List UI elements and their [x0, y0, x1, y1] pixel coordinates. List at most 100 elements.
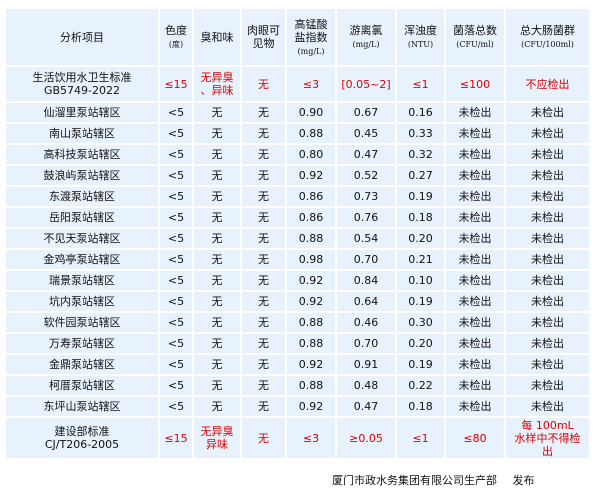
publish-label: 发布	[512, 474, 535, 487]
measurement-value: 0.16	[397, 103, 444, 122]
measurement-value: 未检出	[506, 166, 589, 185]
cell-line: 分析项目	[60, 30, 104, 44]
cell-line: 生活饮用水卫生标准	[32, 71, 132, 84]
cell-line: 盐指数	[294, 30, 328, 44]
measurement-value: <5	[160, 376, 192, 395]
standard-limit: 无	[242, 67, 285, 101]
measurement-value: 0.86	[287, 187, 335, 206]
measurement-value: 0.84	[337, 271, 395, 290]
measurement-value: 未检出	[506, 145, 589, 164]
measurement-value: 无	[194, 208, 240, 227]
cell-line: CJ/T206-2005	[44, 438, 120, 451]
measurement-value: 无	[242, 334, 285, 353]
measurement-value: 无	[242, 229, 285, 248]
measurement-value: 0.73	[337, 187, 395, 206]
measurement-value: 无	[242, 250, 285, 269]
measurement-value: 未检出	[506, 355, 589, 374]
measurement-value: 未检出	[446, 145, 504, 164]
cell-line: ≤1	[412, 77, 429, 91]
cell-line: 浑浊度	[404, 24, 437, 37]
national-standard-row: 生活饮用水卫生标准 GB5749-2022 ≤15 无异臭 、异味 无 ≤3 [0.05~2]…	[6, 67, 589, 101]
measurement-value: 无	[242, 166, 285, 185]
cell-line: 水样中不得检	[514, 431, 581, 445]
measurement-value: 0.18	[397, 208, 444, 227]
measurement-value: 未检出	[446, 103, 504, 122]
measurement-value: <5	[160, 355, 192, 374]
measurement-value: 无	[194, 292, 240, 311]
measurement-value: 无	[194, 397, 240, 416]
table-row: 瑞景泵站辖区 <5 无无 0.92 0.84 0.10 未检出 未检出	[6, 271, 589, 290]
measurement-value: 0.70	[337, 334, 395, 353]
measurement-value: <5	[160, 103, 192, 122]
table-row: 高科技泵站辖区 <5 无无 0.80 0.47 0.32 未检出 未检出	[6, 145, 589, 164]
measurement-value: 无	[194, 187, 240, 206]
station-name: 鼓浪屿泵站辖区	[6, 166, 158, 185]
measurement-value: 0.88	[287, 229, 335, 248]
standard-limit: ≤100	[446, 67, 504, 101]
cell-line: 无异臭	[200, 425, 234, 438]
cell-line: 不应检出	[525, 77, 570, 91]
measurement-value: 0.47	[337, 145, 395, 164]
measurement-value: 未检出	[446, 250, 504, 269]
measurement-value: 未检出	[506, 187, 589, 206]
measurement-value: 0.86	[287, 208, 335, 227]
cell-line: 每 100mL	[521, 418, 574, 432]
station-name: 不见天泵站辖区	[6, 229, 158, 248]
measurement-value: 未检出	[446, 124, 504, 143]
measurement-value: 未检出	[446, 271, 504, 290]
table-row: 坑内泵站辖区 <5 无无 0.92 0.64 0.19 未检出 未检出	[6, 292, 589, 311]
column-unit: (度)	[168, 40, 184, 49]
measurement-value: 0.80	[287, 145, 335, 164]
cell-line: ≤3	[302, 77, 320, 91]
table-row: 软件园泵站辖区 <5 无无 0.88 0.46 0.30 未检出 未检出	[6, 313, 589, 332]
cell-line: 臭和味	[200, 30, 234, 44]
table-row: 柯厝泵站辖区 <5 无无 0.88 0.48 0.22 未检出 未检出	[6, 376, 589, 395]
column-header: 总大肠菌群 (CFU/100ml)	[506, 9, 589, 65]
measurement-value: <5	[160, 124, 192, 143]
measurement-value: 未检出	[446, 208, 504, 227]
measurement-value: 0.19	[397, 355, 444, 374]
measurement-value: <5	[160, 313, 192, 332]
table-row: 不见天泵站辖区 <5 无无 0.88 0.54 0.20 未检出 未检出	[6, 229, 589, 248]
measurement-value: 0.98	[287, 250, 335, 269]
measurement-value: 0.20	[397, 229, 444, 248]
measurement-value: 0.92	[287, 271, 335, 290]
measurement-value: 0.27	[397, 166, 444, 185]
measurement-value: <5	[160, 187, 192, 206]
station-name: 东坪山泵站辖区	[6, 397, 158, 416]
measurement-value: 未检出	[506, 229, 589, 248]
measurement-value: 0.47	[337, 397, 395, 416]
cell-line: 高锰酸	[294, 17, 328, 31]
measurement-value: 0.88	[287, 334, 335, 353]
column-unit: (NTU)	[407, 40, 434, 49]
standard-name: 建设部标准 CJ/T206-2005	[6, 418, 158, 458]
table-row: 东坪山泵站辖区 <5 无无 0.92 0.47 0.18 未检出 未检出	[6, 397, 589, 416]
measurement-value: 未检出	[506, 313, 589, 332]
measurement-value: 无	[242, 397, 285, 416]
cell-line: 色度	[165, 24, 187, 37]
measurement-value: 无	[242, 271, 285, 290]
measurement-value: 0.92	[287, 397, 335, 416]
standard-limit: ≤80	[446, 418, 504, 458]
measurement-value: 0.32	[397, 145, 444, 164]
measurement-value: 无	[194, 145, 240, 164]
measurement-value: 未检出	[446, 229, 504, 248]
cell-line: ≥0.05	[349, 431, 383, 445]
measurement-value: 无	[194, 376, 240, 395]
measurement-value: 0.10	[397, 271, 444, 290]
station-name: 坑内泵站辖区	[6, 292, 158, 311]
cell-line: GB5749-2022	[43, 84, 121, 97]
standard-limit: ≤15	[160, 67, 192, 101]
standard-limit: 无异臭 、异味	[194, 67, 240, 101]
measurement-value: <5	[160, 250, 192, 269]
column-unit: (CFU/100ml)	[521, 40, 574, 49]
measurement-value: 无	[242, 376, 285, 395]
standard-limit: 不应检出	[506, 67, 589, 101]
measurement-value: 无	[242, 292, 285, 311]
measurement-value: 无	[194, 313, 240, 332]
standard-limit: 无	[242, 418, 285, 458]
cell-line: 总大肠菌群	[520, 24, 575, 37]
water-quality-table: 分析项目 色度 (度) 臭和味 肉眼可 见物 高锰酸 盐指数 (mg/L) 游离氯 (mg/L) 浑浊…	[4, 7, 591, 460]
standard-limit: ≤3	[287, 67, 335, 101]
